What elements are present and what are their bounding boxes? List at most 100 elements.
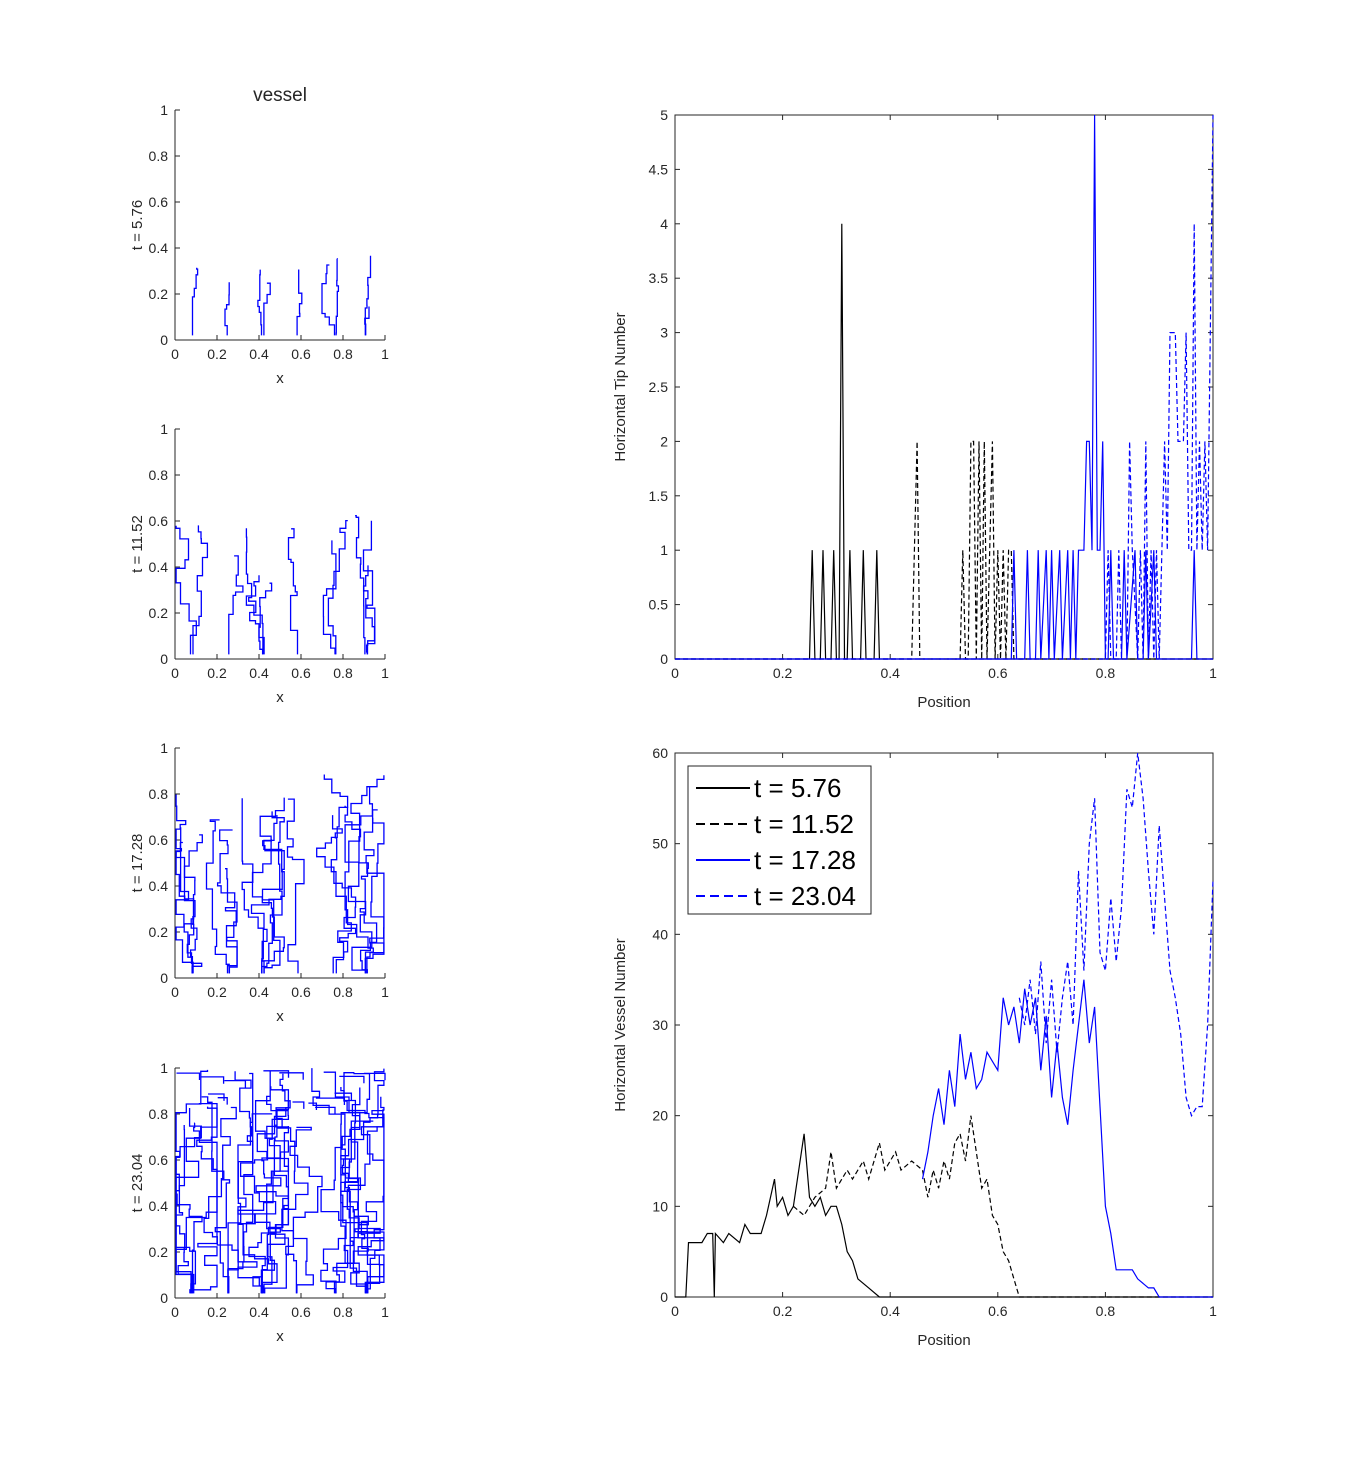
vessel-strand <box>352 1109 385 1294</box>
y-tick-label: 0.2 <box>149 286 169 302</box>
vessel-panels: 0 0.2 0.4 0.6 0.8 1 0 0.2 0.4 0.6 0.8 1 x t = 5.76 0 0.… <box>129 102 389 1345</box>
series-line-3 <box>921 979 1213 1298</box>
vessel-strand <box>175 525 197 655</box>
vessel-strand <box>335 257 340 336</box>
x-tick-label: 0.8 <box>333 1304 353 1320</box>
vessel-panel-4: 0 0.2 0.4 0.6 0.8 1 0 0.2 0.4 0.6 0.8 1 x t = 23.04 <box>129 1060 389 1345</box>
vessel-strand <box>340 1087 385 1294</box>
x-axis-label: Position <box>917 1332 970 1349</box>
y-tick-label: 0.6 <box>149 1152 169 1168</box>
vessel-branch <box>292 1101 305 1109</box>
vessel-strand <box>344 805 378 974</box>
x-tick-label: 1 <box>381 665 389 681</box>
legend-label: t = 5.76 <box>754 773 841 803</box>
tip-number-chart: 0 0.2 0.4 0.6 0.8 1 0 0.5 1 1.5 2 2.5 3 3.5 4 4.5 5 Posit… <box>612 107 1217 711</box>
x-tick-label: 0.6 <box>291 1304 311 1320</box>
vessel-strand <box>321 264 336 336</box>
y-tick-label: 0 <box>660 1289 668 1305</box>
vessel-strand <box>237 1113 278 1294</box>
vessel-strand <box>175 827 194 974</box>
y-tick-label: 0.2 <box>149 924 169 940</box>
y-tick-label: 60 <box>652 745 668 761</box>
x-tick-label: 0.6 <box>291 984 311 1000</box>
y-tick-label: 1 <box>160 1060 168 1076</box>
x-tick-label: 0.6 <box>988 665 1008 681</box>
legend: t = 5.76 t = 11.52 t = 17.28 t = 23.04 <box>687 765 872 915</box>
y-tick-label: 0.6 <box>149 194 169 210</box>
x-tick-label: 0.4 <box>880 1303 900 1319</box>
y-tick-label: 1 <box>660 542 668 558</box>
x-tick-label: 0.4 <box>249 984 269 1000</box>
vessel-strand <box>205 819 230 974</box>
y-tick-label: 0.6 <box>149 513 169 529</box>
x-tick-label: 1 <box>1209 665 1217 681</box>
y-tick-label: 0 <box>160 651 168 667</box>
vessel-strand <box>239 1100 290 1294</box>
x-tick-label: 0.4 <box>249 346 269 362</box>
y-tick-label: 0.2 <box>149 1244 169 1260</box>
vessel-strand <box>341 1072 367 1294</box>
x-tick-label: 0.4 <box>249 665 269 681</box>
y-tick-label: 2.5 <box>649 379 669 395</box>
vessel-strand <box>255 1126 290 1294</box>
y-tick-label: 30 <box>652 1017 668 1033</box>
vessel-branch <box>315 1097 346 1105</box>
vessel-strand <box>355 515 366 655</box>
y-tick-label: 0.8 <box>149 786 169 802</box>
y-tick-label: 0.8 <box>149 148 169 164</box>
y-tick-label: 0 <box>160 332 168 348</box>
vessel-strand <box>320 1087 361 1294</box>
vessel-strand <box>364 255 372 336</box>
vessel-branch <box>363 1072 386 1081</box>
x-tick-label: 0.2 <box>207 346 227 362</box>
y-tick-label: 3.5 <box>649 270 669 286</box>
vessel-panel-2: 0 0.2 0.4 0.6 0.8 1 0 0.2 0.4 0.6 0.8 1 x t = 11.52 <box>129 421 389 706</box>
vessel-strand <box>275 1073 309 1294</box>
vessel-strand <box>296 269 303 336</box>
vessel-strand <box>216 829 238 974</box>
series-line-2 <box>793 1115 1213 1298</box>
y-tick-label: 4 <box>660 216 668 232</box>
y-axis-label: Horizontal Tip Number <box>612 312 629 461</box>
vessel-branch <box>263 1070 290 1078</box>
row-time-label: t = 11.52 <box>129 515 146 573</box>
x-tick-label: 0 <box>171 346 179 362</box>
y-tick-label: 0.5 <box>649 597 669 613</box>
vessel-branch <box>279 1072 304 1080</box>
vessel-strand <box>189 1122 218 1294</box>
x-tick-label: 0 <box>671 1303 679 1319</box>
legend-box <box>687 765 872 915</box>
vessel-strand <box>225 868 238 974</box>
y-tick-label: 0.4 <box>149 559 169 575</box>
vessel-branch <box>176 1072 201 1080</box>
vessel-strand <box>250 815 285 974</box>
series-line-4 <box>1018 752 1214 1118</box>
series-line-3 <box>675 114 1213 660</box>
x-tick-label: 0.2 <box>207 665 227 681</box>
y-axis-label: Horizontal Vessel Number <box>612 938 629 1111</box>
vessel-strand <box>322 540 337 655</box>
y-tick-label: 1 <box>160 102 168 118</box>
vessel-strand <box>241 798 264 974</box>
x-tick-label: 0.8 <box>333 346 353 362</box>
y-tick-label: 1 <box>160 740 168 756</box>
vessel-strand <box>257 269 263 336</box>
y-tick-label: 50 <box>652 836 668 852</box>
y-tick-label: 0.6 <box>149 832 169 848</box>
x-tick-label: 0.8 <box>333 665 353 681</box>
x-tick-label: 1 <box>381 1304 389 1320</box>
vessel-strand <box>258 582 273 655</box>
y-tick-label: 1 <box>160 421 168 437</box>
vessel-strand <box>191 267 199 336</box>
x-axis-label: x <box>276 370 284 387</box>
vessel-panel-3: 0 0.2 0.4 0.6 0.8 1 0 0.2 0.4 0.6 0.8 1 x t = 17.28 <box>129 740 389 1025</box>
vessel-strand <box>286 798 305 974</box>
vessel-branch <box>208 1093 225 1101</box>
x-axis-label: x <box>276 1008 284 1025</box>
x-axis-label: x <box>276 689 284 706</box>
y-tick-label: 0 <box>160 1290 168 1306</box>
vessel-strand <box>364 817 385 974</box>
x-tick-label: 0.2 <box>207 1304 227 1320</box>
vessel-strand <box>263 282 271 336</box>
